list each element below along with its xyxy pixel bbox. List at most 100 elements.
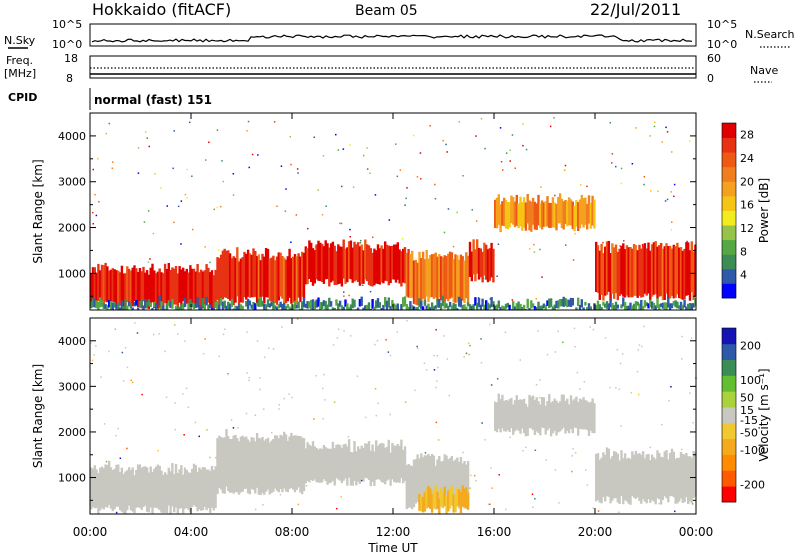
power-cell [165,268,169,309]
scatter-cell [322,387,324,390]
power-cell [587,303,591,310]
power-cell [111,302,114,310]
scatter-cell [206,429,208,431]
scatter-cell [93,354,95,356]
power-cell [632,303,636,310]
power-cell [528,200,531,231]
scatter-cell [480,361,483,364]
velocity-cell [638,453,641,501]
power-cell [492,248,495,283]
power-cell [263,256,266,304]
colorbar-tick-label: 12 [740,222,754,235]
scatter-cell [321,214,324,216]
velocity-cell [668,452,672,497]
power-cell [640,299,643,310]
velocity-cell [407,464,410,508]
scatter-cell [505,152,508,154]
scatter-cell [437,366,439,369]
scatter-cell [105,460,108,463]
power-cell [338,300,342,307]
power-cell [196,264,199,304]
power-cell [416,307,419,310]
power-cell [297,301,300,309]
scatter-cell [509,436,511,439]
scatter-cell [173,130,175,132]
scatter-cell [423,362,426,364]
velocity-cell [376,445,380,479]
power-cell [355,244,358,281]
scatter-cell [164,350,166,353]
velocity-cell [301,437,304,495]
scatter-cell [681,448,683,451]
y-tick-label: 1000 [58,472,86,485]
power-cell [604,303,607,308]
power-cell [288,306,291,310]
scatter-cell [539,248,541,251]
velocity-cell [659,456,663,505]
power-cell [351,247,354,283]
power-cell [225,250,228,298]
scatter-cell [369,290,372,293]
power-cell [436,298,439,308]
velocity-cell [385,446,389,481]
scatter-cell [349,144,351,146]
power-cell [421,306,425,310]
power-cell [567,197,571,226]
power-cell [456,255,459,303]
velocity-cell [683,454,686,503]
colorbar-segment [722,210,736,226]
power-cell [198,304,201,310]
velocity-cell [596,453,600,500]
y-tick-label: 3000 [58,176,86,189]
power-cell [466,255,470,305]
power-cell [109,269,113,308]
velocity-cell [145,467,149,512]
velocity-cell [106,464,109,508]
power-cell [429,255,432,298]
power-cell [607,303,610,310]
scatter-cell [349,236,351,238]
scatter-cell [134,322,136,324]
power-cell [558,193,562,224]
power-cell [189,265,192,305]
power-cell [614,301,618,310]
power-cell [127,301,131,307]
power-cell [674,246,677,298]
scatter-cell [276,205,278,207]
power-cell [457,259,461,303]
y-axis-label: Slant Range [km] [31,364,45,468]
velocity-cell [191,468,194,508]
scatter-cell [204,246,206,248]
scatter-cell [143,221,146,223]
velocity-cell [438,456,441,505]
scatter-cell [522,450,524,452]
power-cell [264,248,268,298]
velocity-cell [182,474,185,514]
velocity-cell [259,438,262,495]
power-cell [284,259,288,304]
scatter-cell [535,298,537,300]
power-cell [187,303,190,310]
velocity-cell [560,394,564,430]
velocity-cell [234,434,237,492]
scatter-cell [130,379,132,382]
power-cell [129,270,133,306]
power-cell [540,200,544,230]
colorbar-segment [722,486,736,503]
power-cell [510,195,513,224]
velocity-cell [553,398,556,431]
scatter-cell [389,413,391,416]
colorbar-segment [722,454,736,471]
power-cell [333,245,336,285]
power-cell [292,256,295,303]
power-cell [481,251,484,283]
velocity-cell [286,440,289,493]
freq-tick-top: 18 [64,52,78,65]
power-cell [430,302,434,310]
scatter-cell [641,345,643,348]
scatter-cell [429,125,431,127]
power-cell [683,248,686,300]
scatter-cell [631,163,634,165]
power-cell [160,301,163,310]
